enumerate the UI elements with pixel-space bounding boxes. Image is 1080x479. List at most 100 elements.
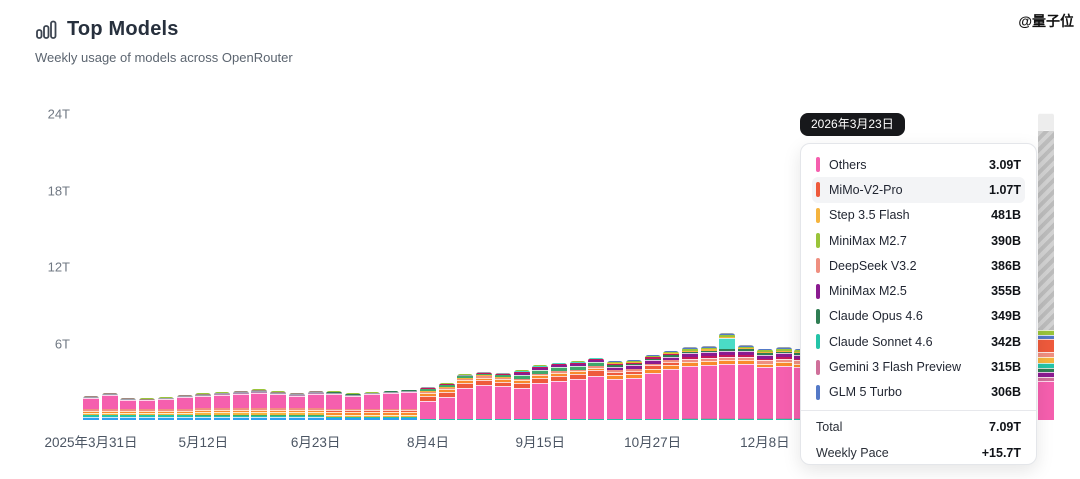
segment-pink: [588, 375, 605, 419]
bar-week-33[interactable]: [700, 346, 717, 420]
bar-week-32[interactable]: [682, 347, 699, 420]
bar-week-12[interactable]: [307, 390, 324, 420]
bar-week-17[interactable]: [401, 389, 418, 420]
bar-week-36[interactable]: [756, 348, 773, 420]
bar-week-7[interactable]: [214, 392, 231, 420]
segment-purple: [625, 365, 642, 370]
segment-teal: [288, 415, 305, 418]
bar-week-19[interactable]: [438, 383, 455, 420]
bar-week-24[interactable]: [532, 365, 549, 420]
segment-amber: [663, 352, 680, 354]
segment-amber: [700, 349, 717, 351]
segment-gray: [176, 395, 193, 397]
bar-week-25[interactable]: [551, 362, 567, 420]
segment-mauve: [101, 408, 118, 410]
bar-week-18[interactable]: [419, 386, 436, 420]
y-axis-tick: 12T: [47, 259, 70, 275]
segment-orange: [588, 367, 605, 371]
segment-teal: [1037, 363, 1054, 368]
bar-week-6[interactable]: [195, 393, 212, 420]
segment-salmon: [157, 409, 174, 411]
segment-crimson: [775, 357, 792, 360]
bar-week-37[interactable]: [775, 347, 792, 420]
segment-crimson: [457, 375, 474, 377]
segment-salmon: [719, 356, 736, 360]
series-label: MiniMax M2.5: [829, 284, 907, 299]
segment-teal: [625, 418, 642, 420]
segment-teal: [270, 415, 287, 418]
bar-week-2[interactable]: [120, 397, 137, 420]
bar-week-10[interactable]: [270, 391, 287, 420]
bar-week-22[interactable]: [494, 372, 511, 420]
segment-teal: [120, 415, 137, 418]
bar-week-13[interactable]: [326, 391, 343, 420]
segment-brown: [176, 395, 193, 396]
tooltip-row-2: Step 3.5 Flash 481B: [812, 203, 1025, 228]
segment-purple: [607, 366, 624, 371]
segment-salmon: [139, 409, 156, 411]
segment-teal: [232, 415, 249, 418]
segment-orange: [551, 372, 567, 376]
segment-teal: [382, 416, 399, 419]
bar-week-31[interactable]: [663, 351, 680, 420]
segment-purple: [551, 365, 567, 367]
segment-mauve: [307, 393, 324, 394]
total-value: 7.09T: [989, 419, 1021, 434]
bar-week-14[interactable]: [345, 393, 362, 420]
bar-week-9[interactable]: [251, 389, 268, 420]
bar-week-30[interactable]: [644, 355, 661, 420]
bar-week-1[interactable]: [101, 392, 118, 420]
segment-lime: [345, 393, 362, 394]
segment-pink: [513, 388, 530, 419]
segment-darkgreen: [663, 354, 680, 357]
series-label: Claude Opus 4.6: [829, 309, 923, 324]
bar-week-26[interactable]: [569, 361, 586, 420]
bar-week-20[interactable]: [457, 374, 474, 420]
bar-week-51-hovered[interactable]: [1037, 113, 1054, 420]
segment-red: [419, 395, 436, 401]
bar-week-0[interactable]: [83, 395, 99, 420]
bar-week-29[interactable]: [625, 360, 642, 420]
segment-crimson: [625, 362, 642, 364]
segment-glmblue: [625, 360, 642, 361]
bar-week-23[interactable]: [513, 370, 530, 420]
bar-week-8[interactable]: [232, 390, 249, 420]
bar-week-16[interactable]: [382, 390, 399, 420]
segment-orange: [663, 365, 680, 370]
segment-lime: [719, 335, 736, 337]
segment-red: [401, 410, 418, 413]
bar-week-5[interactable]: [176, 394, 193, 420]
bar-week-4[interactable]: [157, 397, 174, 420]
bar-week-3[interactable]: [139, 398, 156, 420]
bar-week-21[interactable]: [476, 371, 493, 420]
bar-week-27[interactable]: [588, 357, 605, 420]
segment-mauve: [251, 391, 268, 393]
bar-week-11[interactable]: [288, 392, 305, 420]
segment-brown: [120, 398, 137, 399]
segment-gray: [476, 372, 493, 373]
bar-week-34[interactable]: [719, 333, 736, 420]
segment-amber: [775, 350, 792, 352]
segment-mauve: [176, 408, 193, 410]
segment-red: [457, 382, 474, 388]
tooltip-row-5: MiniMax M2.5 355B: [812, 278, 1025, 303]
segment-lime: [83, 395, 99, 397]
segment-cyan: [569, 362, 586, 363]
bar-week-28[interactable]: [607, 361, 624, 420]
y-axis-tick: 18T: [47, 183, 70, 198]
segment-teal: [307, 415, 324, 418]
segment-green: [232, 414, 249, 416]
segment-orange: [251, 409, 268, 413]
bar-week-35[interactable]: [738, 344, 755, 420]
tooltip-row-8: Gemini 3 Flash Preview 315B: [812, 354, 1025, 379]
bar-week-15[interactable]: [363, 392, 380, 420]
segment-lime: [326, 391, 343, 392]
series-value: 355B: [991, 284, 1021, 299]
segment-salmon: [176, 409, 193, 411]
segment-lime: [569, 361, 586, 363]
segment-orange: [157, 410, 174, 414]
tooltip-rows: Others 3.09T MiMo-V2-Pro 1.07T Step 3.5 Flas…: [812, 152, 1025, 405]
segment-salmon: [307, 408, 324, 410]
x-axis-tick: 9月15日: [515, 435, 566, 450]
segment-pink: [682, 366, 699, 418]
